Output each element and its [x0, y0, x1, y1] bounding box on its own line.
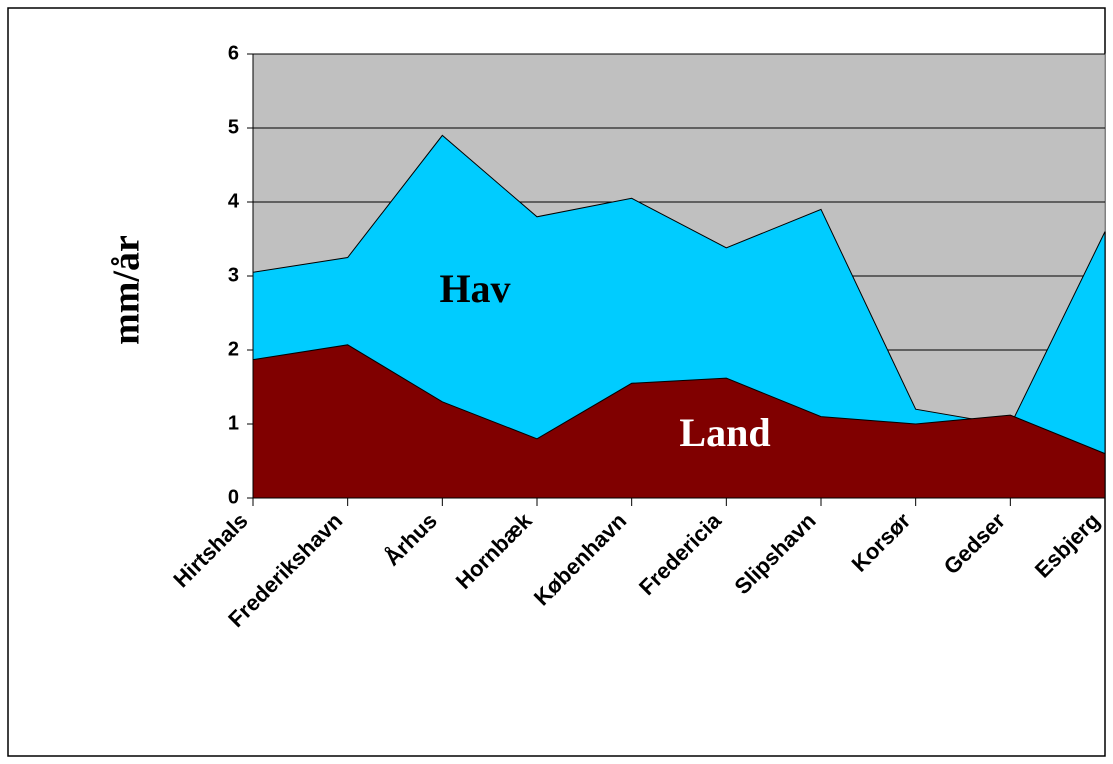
y-tick-label: 0: [228, 486, 239, 508]
y-tick-label: 3: [228, 264, 239, 286]
y-tick-label: 1: [228, 412, 239, 434]
y-tick-label: 4: [228, 190, 240, 212]
series-label: Land: [679, 410, 770, 455]
area: [252, 134, 1106, 499]
y-tick-label: 6: [228, 42, 239, 64]
y-axis-title: mm/år: [106, 235, 148, 345]
y-tick-label: 5: [228, 116, 239, 138]
area: [252, 344, 1106, 499]
series-label: Hav: [439, 266, 510, 311]
y-tick-label: 2: [228, 338, 239, 360]
